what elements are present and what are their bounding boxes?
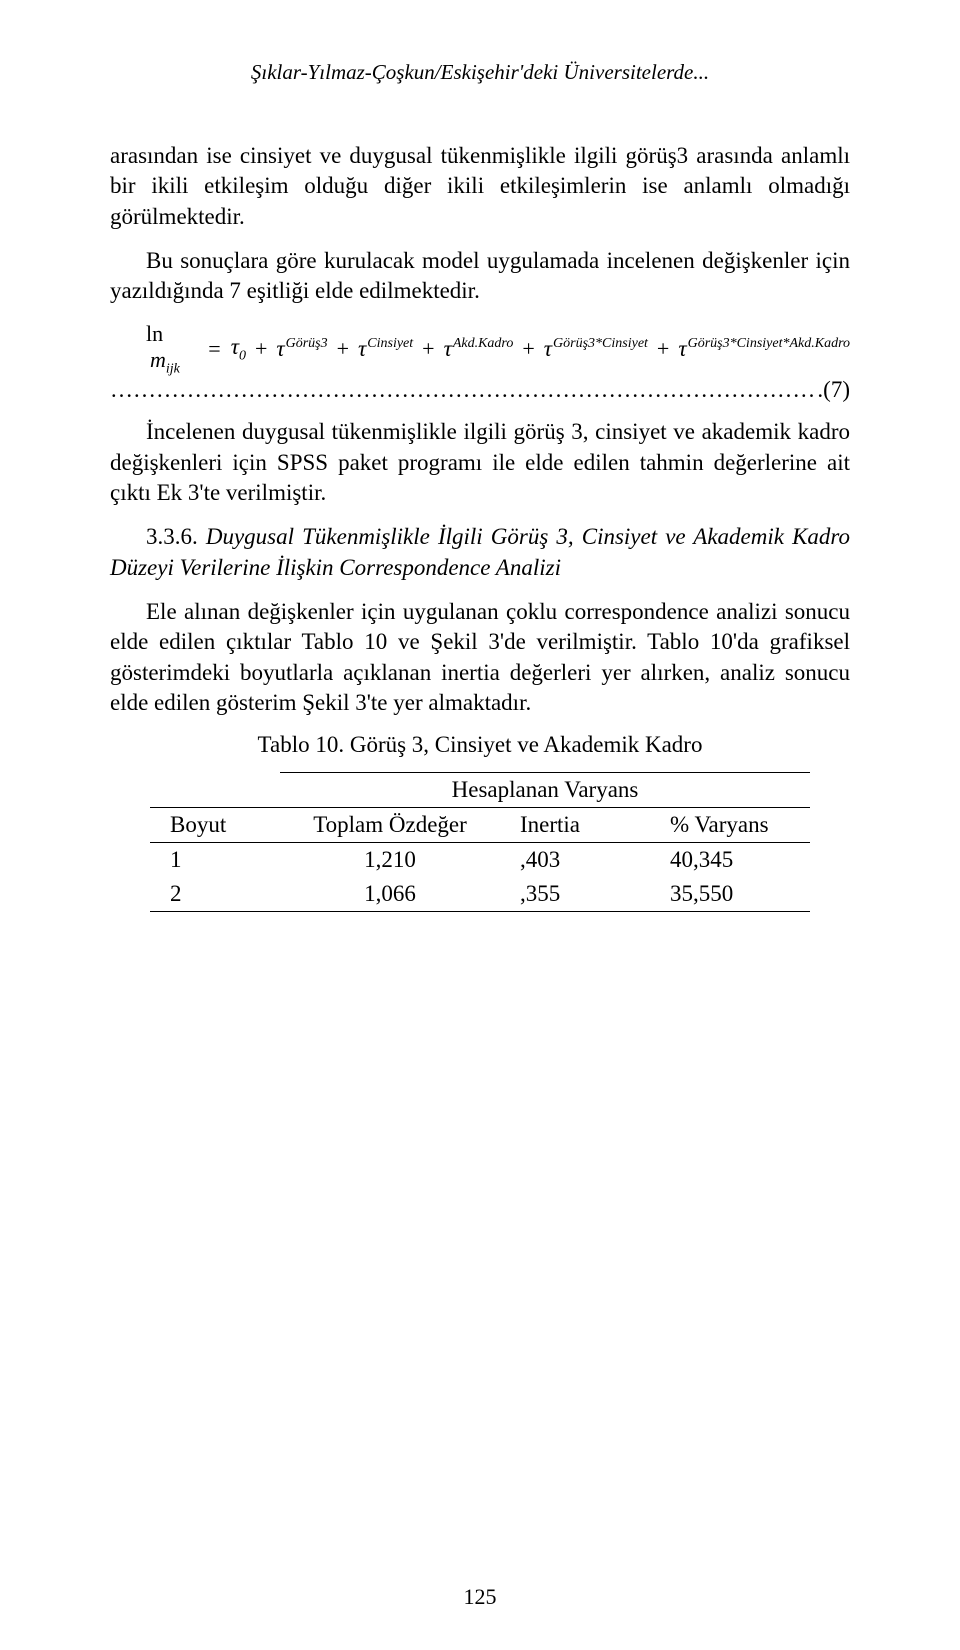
table-header-row: Boyut Toplam Özdeğer Inertia % Varyans (150, 808, 810, 843)
tau-glyph: τ (678, 336, 686, 361)
table-header-boyut: Boyut (150, 808, 280, 843)
tau-akd: τAkd.Kadro (444, 336, 514, 362)
tau-0-sub: 0 (239, 348, 246, 363)
table-header-inertia: Inertia (500, 808, 650, 843)
tau-glyph: τ (358, 336, 366, 361)
eq-sub-ijk: ijk (166, 361, 180, 376)
cell-ozdeger: 1,066 (280, 877, 500, 912)
cell-inertia: ,355 (500, 877, 650, 912)
eq-ln: ln (146, 321, 163, 346)
plus-3: + (422, 336, 434, 362)
cell-varyans: 40,345 (650, 843, 810, 878)
cell-boyut: 1 (150, 843, 280, 878)
page-number: 125 (0, 1584, 960, 1610)
cell-ozdeger: 1,210 (280, 843, 500, 878)
table-row: 2 1,066 ,355 35,550 (150, 877, 810, 912)
paragraph-3: İncelenen duygusal tükenmişlikle ilgili … (110, 417, 850, 508)
tau-glyph: τ (544, 336, 552, 361)
table-caption: Tablo 10. Görüş 3, Cinsiyet ve Akademik … (110, 732, 850, 758)
cell-varyans: 35,550 (650, 877, 810, 912)
plus-5: + (657, 336, 669, 362)
subsection-number: 3.3.6. (146, 524, 206, 549)
tau-sup-gorus3: Görüş3 (286, 336, 328, 351)
table-10: Hesaplanan Varyans Boyut Toplam Özdeğer … (150, 772, 810, 912)
equation-body: ln mijk = τ0 + τGörüş3 + τCinsiyet + τAk… (110, 321, 850, 377)
table-super-header: Hesaplanan Varyans (280, 773, 810, 808)
tau-sup-gc: Görüş3*Cinsiyet (553, 336, 648, 351)
subsection-heading: 3.3.6. Duygusal Tükenmişlikle İlgili Gör… (110, 522, 850, 583)
tau-glyph: τ (444, 336, 452, 361)
table-header-varyans: % Varyans (650, 808, 810, 843)
eq-lhs: ln mijk (146, 321, 198, 377)
paragraph-2: Bu sonuçlara göre kurulacak model uygula… (110, 246, 850, 307)
equation-leader-dots (110, 377, 817, 403)
plus-2: + (337, 336, 349, 362)
eq-m: m (150, 347, 166, 372)
table-empty-cell (150, 773, 280, 808)
table-super-header-row: Hesaplanan Varyans (150, 773, 810, 808)
equation-number-line: .(7) (110, 377, 850, 403)
table-row: 1 1,210 ,403 40,345 (150, 843, 810, 878)
tau-sup-akd: Akd.Kadro (453, 336, 514, 351)
plus-4: + (522, 336, 534, 362)
tau-gca: τGörüş3*Cinsiyet*Akd.Kadro (678, 336, 850, 362)
tau-gc: τGörüş3*Cinsiyet (544, 336, 648, 362)
tau-gorus3: τGörüş3 (276, 336, 327, 362)
paragraph-4: Ele alınan değişkenler için uygulanan ço… (110, 597, 850, 718)
cell-inertia: ,403 (500, 843, 650, 878)
page: Şıklar-Yılmaz-Çoşkun/Eskişehir'deki Üniv… (0, 0, 960, 1650)
equation-7: ln mijk = τ0 + τGörüş3 + τCinsiyet + τAk… (110, 321, 850, 403)
subsection-title: Duygusal Tükenmişlikle İlgili Görüş 3, C… (110, 524, 850, 579)
table-header-ozdeger: Toplam Özdeğer (280, 808, 500, 843)
tau-0: τ0 (231, 334, 246, 365)
tau-sup-gca: Görüş3*Cinsiyet*Akd.Kadro (688, 336, 850, 351)
eq-equals: = (208, 336, 220, 362)
tau-glyph: τ (276, 336, 284, 361)
paragraph-1: arasından ise cinsiyet ve duygusal tüken… (110, 141, 850, 232)
running-head: Şıklar-Yılmaz-Çoşkun/Eskişehir'deki Üniv… (110, 60, 850, 85)
cell-boyut: 2 (150, 877, 280, 912)
plus-1: + (255, 336, 267, 362)
tau-cinsiyet: τCinsiyet (358, 336, 413, 362)
tau-sup-cinsiyet: Cinsiyet (367, 336, 413, 351)
tau-glyph: τ (231, 334, 239, 359)
equation-number: .(7) (817, 377, 850, 403)
